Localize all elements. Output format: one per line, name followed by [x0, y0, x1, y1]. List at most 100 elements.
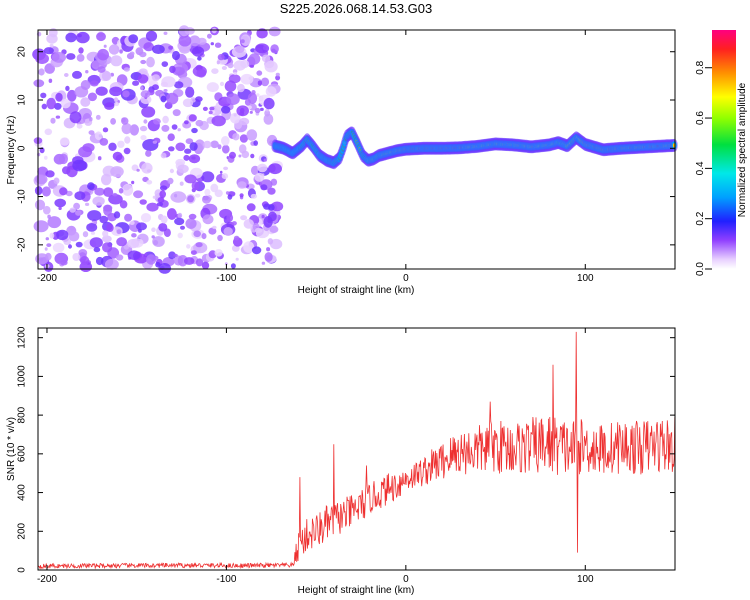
y-tick-label: 400 — [17, 484, 28, 501]
colorbar-tick-label: 0.2 — [695, 211, 706, 225]
noise-blob — [35, 53, 49, 64]
noise-blob — [221, 106, 231, 114]
noise-blob — [140, 213, 152, 223]
noise-blob — [196, 68, 207, 78]
noise-blob — [124, 213, 133, 222]
x-tick-label: 100 — [577, 273, 594, 284]
noise-blob — [103, 187, 114, 198]
noise-blob — [68, 231, 80, 242]
noise-blob — [158, 223, 168, 232]
spectrogram-y-axis: -20 -10 0 10 20 — [17, 46, 675, 252]
noise-blob — [240, 39, 245, 44]
x-tick-label: 0 — [403, 273, 409, 284]
noise-blob — [255, 93, 260, 97]
x-tick-label: -200 — [37, 574, 57, 585]
spectrogram-frame — [37, 29, 676, 270]
noise-blob — [221, 136, 230, 146]
noise-blob — [184, 174, 197, 184]
noise-blob — [214, 42, 222, 48]
noise-blob — [97, 156, 102, 161]
colorbar-tick-label: 0.6 — [695, 111, 706, 125]
noise-blob — [46, 243, 52, 248]
noise-blob — [141, 162, 153, 174]
x-tick-label: 100 — [577, 574, 594, 585]
noise-blob — [123, 67, 130, 72]
noise-blob — [138, 228, 142, 233]
noise-blob — [162, 115, 169, 124]
noise-blob — [160, 95, 167, 103]
noise-blob — [231, 244, 240, 252]
noise-blob — [185, 218, 197, 229]
noise-blob — [78, 47, 84, 54]
noise-blob — [217, 234, 223, 242]
spectrogram-x-axis: -200 -100 0 100 — [37, 30, 594, 284]
noise-blob — [172, 50, 180, 61]
noise-blob — [119, 49, 123, 54]
y-tick-label: 20 — [17, 46, 28, 58]
noise-blob — [168, 146, 175, 152]
noise-blob — [145, 30, 158, 42]
noise-blob — [189, 35, 201, 47]
colorbar: 0.0 0.2 0.4 0.6 0.8 Normalized spectral ampl… — [695, 30, 748, 276]
noise-blob — [235, 257, 239, 261]
noise-blob — [201, 261, 210, 270]
noise-blob — [194, 193, 201, 198]
noise-blob — [195, 258, 204, 267]
noise-blob — [122, 183, 134, 196]
noise-blob — [66, 53, 76, 60]
noise-blob — [243, 219, 254, 229]
noise-blob — [95, 114, 101, 120]
snr-frame — [37, 327, 676, 571]
noise-blob — [151, 74, 160, 82]
noise-blob — [56, 229, 69, 241]
noise-blob — [224, 80, 237, 92]
noise-blob — [201, 233, 207, 240]
noise-blob — [177, 232, 183, 239]
noise-blob — [108, 44, 120, 55]
noise-blob — [118, 188, 124, 194]
noise-blob — [75, 31, 90, 44]
noise-blob — [102, 230, 109, 238]
noise-blob — [240, 215, 248, 221]
noise-blob — [254, 107, 261, 114]
noise-blob — [263, 113, 274, 125]
noise-blob — [72, 159, 87, 172]
noise-blob — [152, 140, 158, 144]
noise-blob — [256, 28, 268, 39]
noise-blob — [187, 195, 195, 203]
noise-blob — [127, 238, 140, 249]
y-tick-label: 800 — [17, 406, 28, 423]
noise-blob — [264, 60, 278, 73]
noise-blob — [59, 137, 70, 146]
noise-blob — [64, 73, 69, 77]
snr-x-label: Height of straight line (km) — [298, 585, 415, 596]
noise-blob — [268, 26, 281, 37]
noise-blob — [188, 114, 197, 122]
noise-blob — [254, 172, 265, 182]
noise-blob — [177, 212, 183, 219]
noise-blob — [209, 106, 215, 111]
noise-blob — [212, 225, 217, 230]
noise-blob — [146, 180, 153, 185]
noise-blob — [219, 81, 225, 87]
noise-blob — [152, 195, 157, 199]
noise-blob — [159, 185, 168, 191]
noise-blob — [43, 205, 51, 215]
y-tick-label: 1000 — [17, 365, 28, 388]
noise-blob — [265, 86, 277, 97]
noise-blob — [275, 75, 281, 81]
noise-blob — [88, 130, 95, 136]
noise-blob — [174, 81, 184, 89]
noise-blob — [68, 244, 72, 249]
noise-blob — [207, 33, 212, 39]
noise-blob — [112, 192, 118, 197]
noise-blob — [136, 168, 140, 172]
noise-blob — [145, 92, 148, 96]
noise-blob — [260, 107, 264, 111]
noise-blob — [268, 204, 275, 211]
noise-blob — [131, 233, 137, 238]
noise-blob — [224, 262, 228, 266]
noise-blob — [193, 230, 201, 238]
noise-blob — [143, 119, 148, 124]
